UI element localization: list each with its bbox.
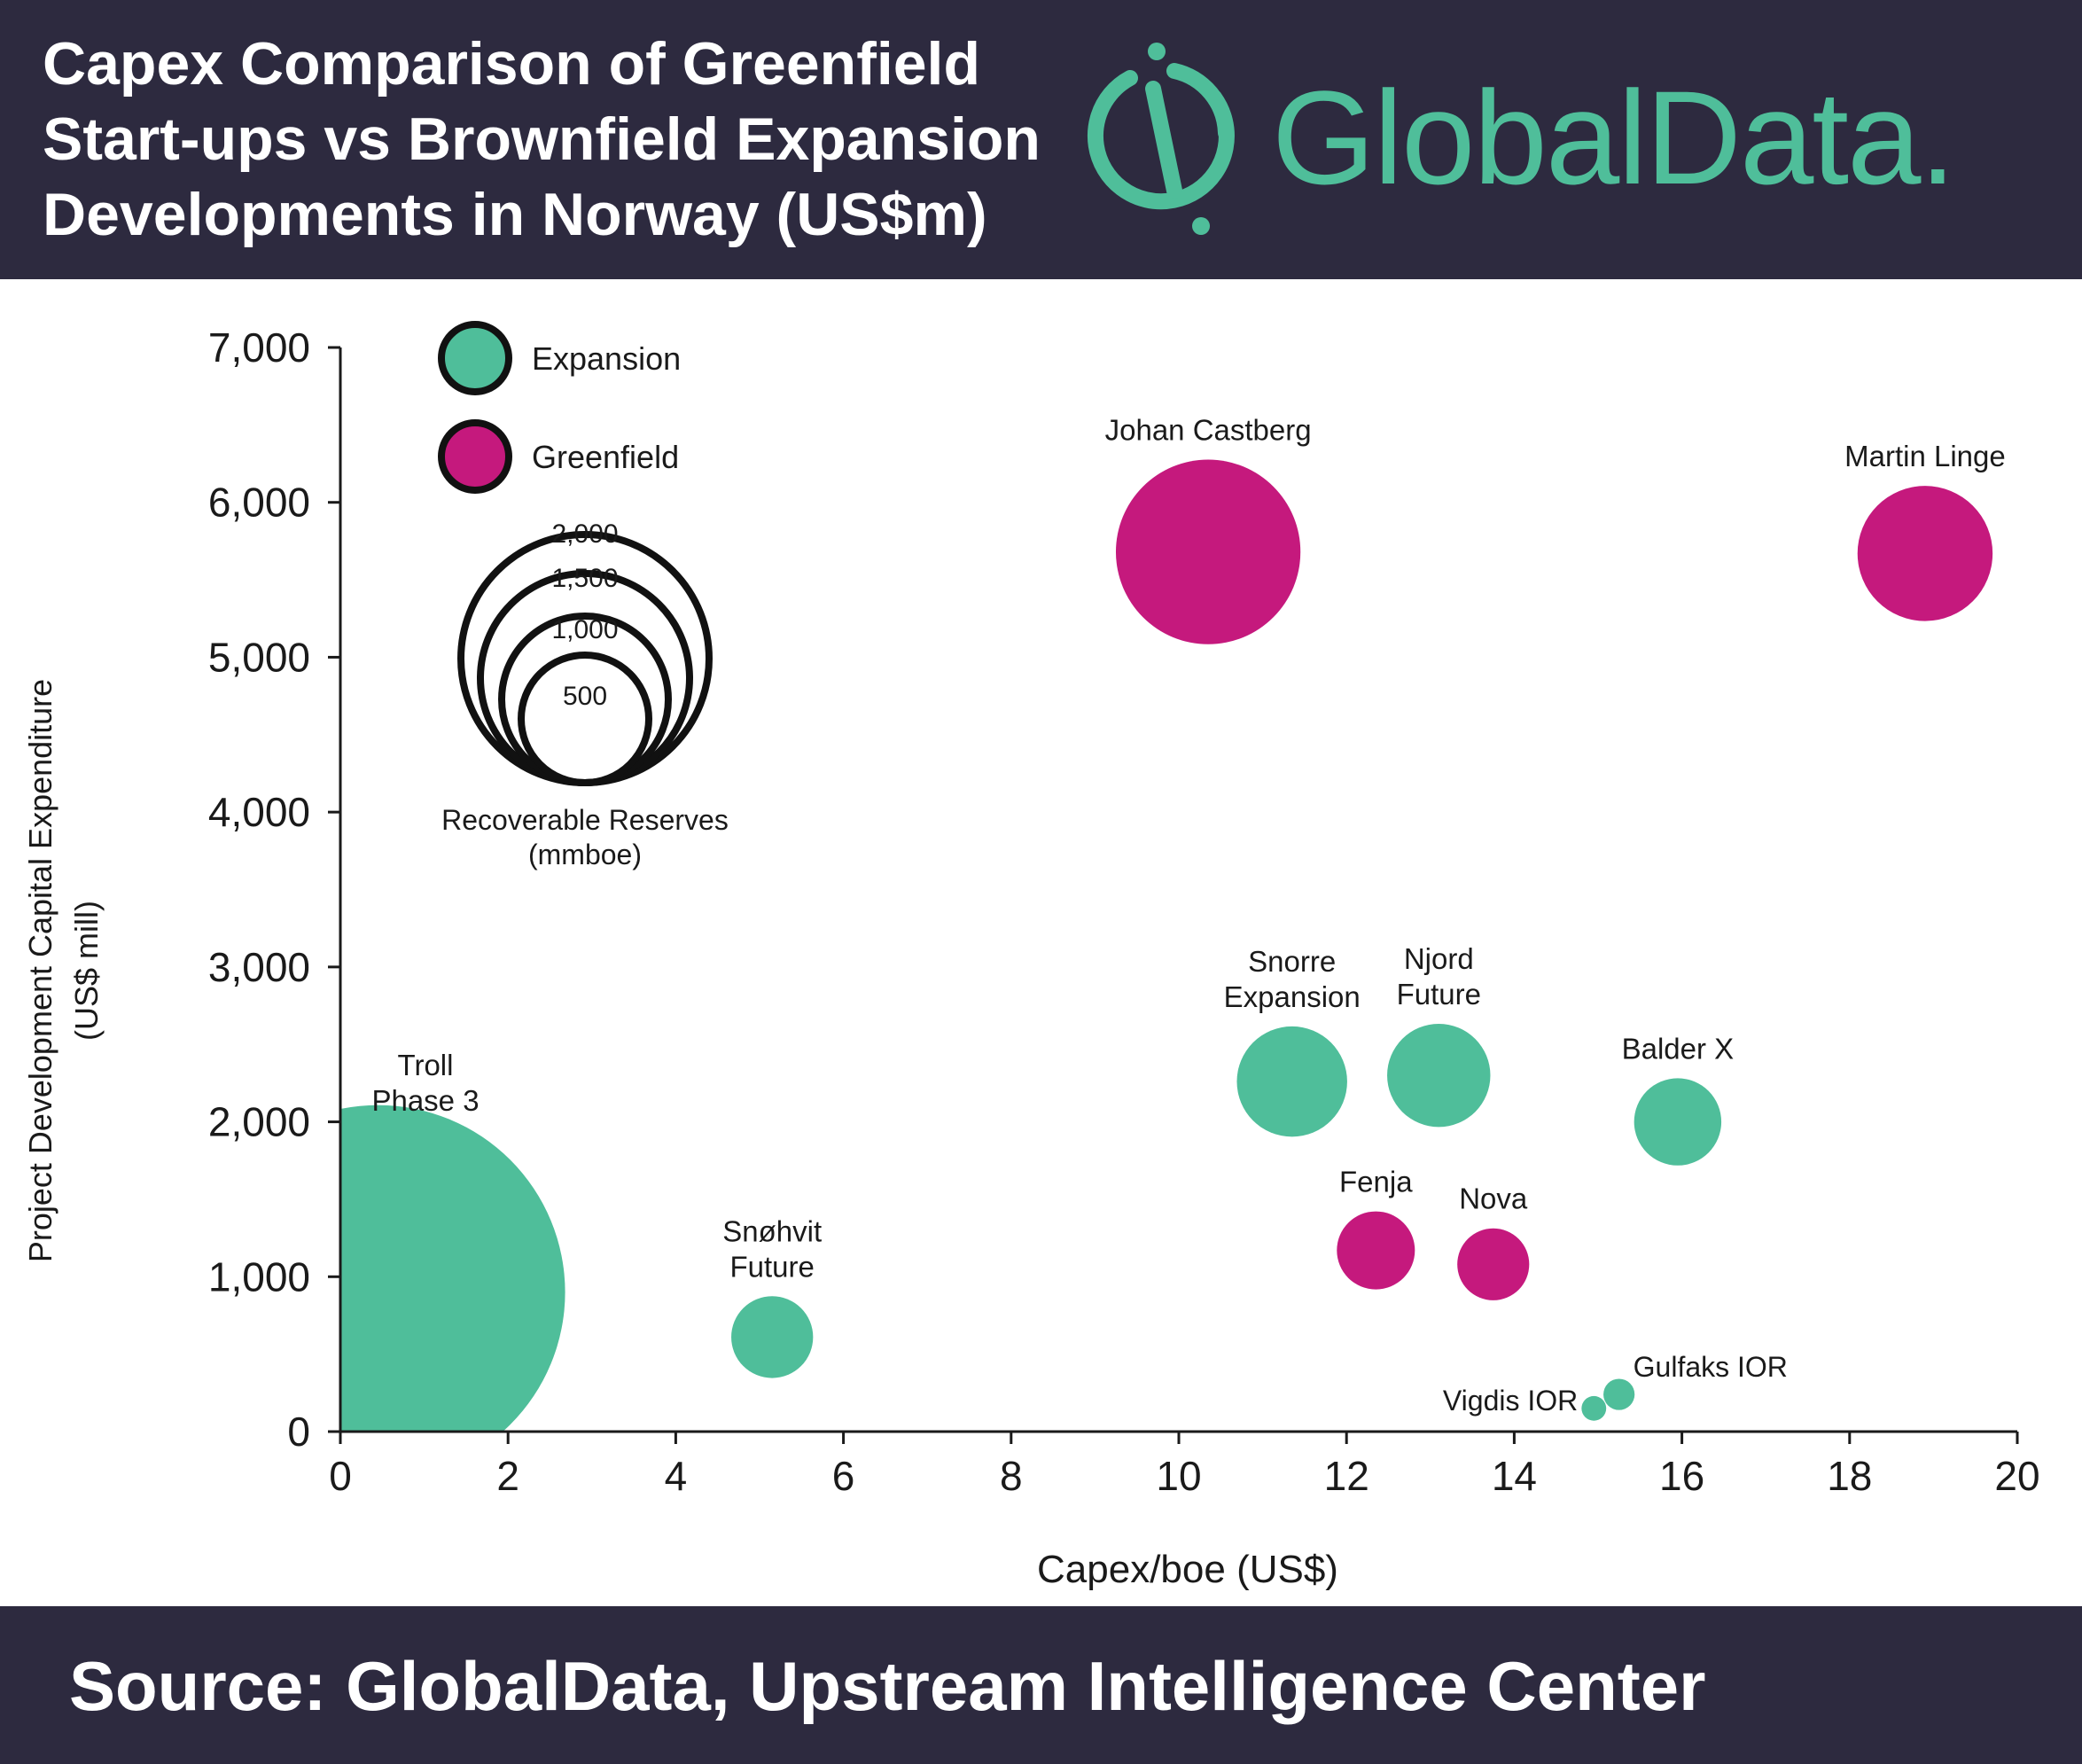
size-legend-value-0: 2,000 [551,519,618,549]
size-legend-ring-3 [518,652,652,786]
y-axis-title-line-1: Project Development Capital Expenditure [22,679,58,1262]
x-tick-label-4: 8 [1000,1453,1023,1499]
y-tick-label-7: 7,000 [208,324,310,371]
y-tick-label-6: 6,000 [208,480,310,526]
y-axis-title-line-2: (US$ mill) [68,901,105,1041]
size-legend-value-3: 500 [563,682,607,711]
x-tick-label-7: 14 [1492,1453,1537,1499]
bubble-greenfield-2 [1337,1211,1415,1290]
x-tick-label-5: 10 [1156,1453,1201,1499]
size-legend-title-line-1: Recoverable Reserves [441,804,729,836]
y-tick-label-1: 1,000 [208,1253,310,1300]
header-banner: Capex Comparison of Greenfield Start-ups… [0,0,2082,279]
bubble-label-expansion-2-line-0: Snorre [1248,945,1336,978]
x-tick-label-0: 0 [329,1453,352,1499]
x-tick-label-2: 4 [665,1453,688,1499]
bubble-label-expansion-3-line-1: Future [1397,978,1481,1011]
bubble-expansion-1 [731,1296,814,1378]
x-tick-label-9: 18 [1827,1453,1872,1499]
y-tick-label-0: 0 [287,1409,310,1455]
bubble-label-greenfield-0-line-0: Johan Castberg [1105,413,1312,446]
bubble-label-expansion-6: Vigdis IOR [1443,1385,1578,1417]
y-tick-label-2: 2,000 [208,1099,310,1145]
bubble-greenfield-3 [1457,1228,1530,1300]
footer-banner: Source: GlobalData, Upstream Intelligenc… [0,1606,2082,1764]
legend-label-greenfield: Greenfield [532,439,679,475]
bubble-label-expansion-0-line-1: Phase 3 [371,1084,479,1117]
bubble-label-expansion-4-line-0: Balder X [1622,1032,1735,1065]
bubble-greenfield-1 [1857,486,1993,621]
title-line-2: Start-ups vs Brownfield Expansion [43,105,1041,173]
globaldata-logo-icon [1087,43,1235,235]
size-legend-value-2: 1,000 [551,615,618,644]
size-legend-title-line-2: (mmboe) [528,839,642,870]
bubble-layer [340,459,1993,1432]
bubble-expansion-3 [1387,1023,1491,1128]
bubble-label-expansion-3-line-0: Njord [1404,942,1474,975]
bubble-expansion-5 [1603,1378,1635,1410]
x-tick-label-3: 6 [832,1453,855,1499]
x-axis-title: Capex/boe (US$) [1037,1548,1338,1591]
x-tick-label-8: 16 [1659,1453,1704,1499]
source-note: Source: GlobalData, Upstream Intelligenc… [69,1647,1706,1725]
y-tick-label-4: 4,000 [208,789,310,835]
bubble-expansion-4 [1634,1078,1722,1166]
x-tick-label-6: 12 [1324,1453,1369,1499]
legend-swatch-expansion [438,321,512,395]
legend-swatch-greenfield [438,419,512,494]
bubble-label-expansion-0-line-0: Troll [398,1049,454,1081]
bubble-expansion-6 [1581,1395,1607,1421]
title-line-3: Developments in Norway (US$m) [43,181,987,248]
size-legend-value-1: 1,500 [551,564,618,593]
bubble-label-expansion-2-line-1: Expansion [1224,980,1361,1013]
bubble-expansion-0 [340,1104,565,1432]
size-legend-ring-1 [477,570,693,786]
chart-title: Capex Comparison of Greenfield Start-ups… [43,27,1106,253]
bubble-label-expansion-5: Gulfaks IOR [1634,1351,1788,1383]
bubble-label-expansion-1-line-1: Future [730,1250,815,1283]
x-tick-label-1: 2 [496,1453,519,1499]
bubble-expansion-2 [1236,1026,1347,1137]
bubble-label-greenfield-2-line-0: Fenja [1339,1166,1413,1198]
globaldata-logo: GlobalData. [1077,35,2070,248]
bubble-label-greenfield-1-line-0: Martin Linge [1844,440,2006,472]
y-tick-label-5: 5,000 [208,634,310,680]
legend-label-expansion: Expansion [532,340,681,377]
globaldata-wordmark: GlobalData. [1272,63,1956,212]
bubble-label-expansion-1-line-0: Snøhvit [722,1214,822,1247]
title-line-1: Capex Comparison of Greenfield [43,30,980,98]
bubble-label-greenfield-3-line-0: Nova [1459,1183,1528,1215]
bubble-greenfield-0 [1115,459,1301,644]
y-tick-label-3: 3,000 [208,944,310,990]
x-tick-label-10: 20 [1994,1453,2039,1499]
